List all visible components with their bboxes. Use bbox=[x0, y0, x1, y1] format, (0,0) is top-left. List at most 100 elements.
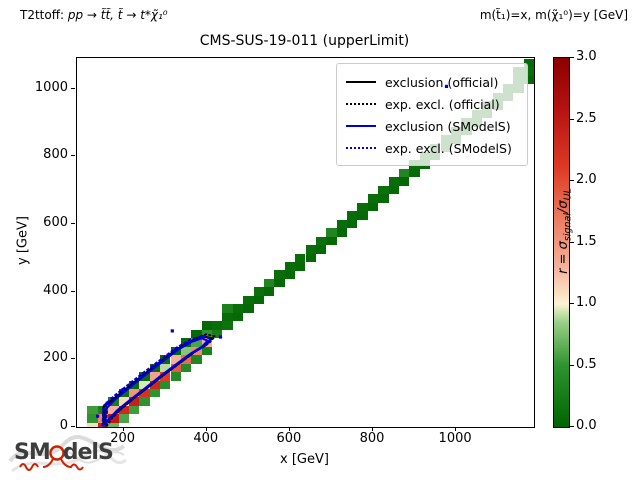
x-tick-label: 400 bbox=[193, 431, 219, 446]
heatmap-cell bbox=[305, 245, 316, 254]
colorbar-tick-label: 3.0 bbox=[576, 49, 597, 64]
heatmap-cell bbox=[201, 321, 212, 330]
heatmap-cell bbox=[305, 253, 316, 262]
heatmap-cell bbox=[378, 185, 389, 195]
heatmap-cell bbox=[212, 329, 223, 339]
heatmap-cell bbox=[347, 211, 358, 220]
heatmap-cell bbox=[274, 270, 285, 279]
heatmap-cell bbox=[160, 372, 171, 381]
process-prefix: T2ttoff: bbox=[20, 8, 68, 22]
heatmap-cell bbox=[315, 245, 327, 254]
heatmap-cell bbox=[108, 414, 119, 423]
y-tick-label: 1000 bbox=[34, 79, 68, 95]
colorbar-tick-label: 1.0 bbox=[576, 295, 597, 310]
x-tick-label: 200 bbox=[110, 431, 136, 446]
heatmap-cell bbox=[388, 185, 399, 195]
colorbar-tick-mark bbox=[570, 57, 574, 58]
heatmap-cell bbox=[87, 405, 98, 415]
heatmap-cell bbox=[232, 312, 244, 322]
legend-line-sample-solid bbox=[346, 81, 376, 83]
colorbar-tick-mark bbox=[570, 118, 574, 120]
logo-red-leg-right bbox=[60, 458, 84, 471]
heatmap-cell bbox=[295, 262, 306, 271]
heatmap-cell bbox=[243, 295, 254, 305]
heatmap-cell bbox=[243, 304, 254, 313]
colorbar-label-mid: /σ bbox=[556, 200, 571, 214]
colorbar-label-sub1: signal bbox=[562, 213, 574, 242]
colorbar-tick-mark bbox=[570, 303, 574, 304]
colorbar-label: r = σsignal/σUL bbox=[556, 161, 574, 301]
legend-label: exp. excl. (SModelS) bbox=[385, 140, 512, 156]
legend-row: exclusion (SModelS) bbox=[346, 115, 518, 137]
colorbar-label-sub2: UL bbox=[562, 188, 574, 201]
process-annotation: T2ttoff: pp → t̃t̃, t̃ → t*χ̃₁⁰ bbox=[20, 8, 168, 22]
heatmap-cell bbox=[87, 422, 98, 427]
heatmap-cell bbox=[222, 312, 233, 322]
logo-text-sm: SM bbox=[14, 440, 51, 465]
heatmap-cell bbox=[180, 346, 192, 356]
x-tick-label: 600 bbox=[276, 431, 302, 446]
smodels-logo: SM delS bbox=[6, 433, 130, 478]
legend-label: exp. excl. (official) bbox=[385, 96, 500, 112]
heatmap-cell bbox=[388, 177, 399, 186]
exp-excl-smodels-marker bbox=[105, 401, 109, 405]
heatmap-cell bbox=[523, 75, 534, 85]
heatmap-cell bbox=[128, 405, 140, 415]
x-tick-label: 1000 bbox=[438, 431, 472, 446]
x-tick-mark bbox=[122, 427, 124, 431]
exp-excl-smodels-marker bbox=[155, 362, 159, 366]
heatmap-cell bbox=[191, 338, 202, 347]
y-tick-label: 800 bbox=[43, 147, 68, 163]
colorbar-tick-mark bbox=[570, 180, 574, 181]
heatmap-cell bbox=[264, 278, 275, 288]
mass-plane-annotation: m(t̃₁)=x, m(χ̃₁⁰)=y [GeV] bbox=[479, 8, 628, 22]
heatmap-cell bbox=[523, 67, 534, 76]
heatmap-cell bbox=[399, 177, 410, 186]
heatmap-cell bbox=[149, 380, 161, 389]
colorbar-tick-mark bbox=[570, 364, 574, 366]
heatmap-cell bbox=[336, 228, 348, 237]
heatmap-cell bbox=[253, 295, 264, 305]
heatmap-cell bbox=[357, 202, 368, 212]
logo-text-dels: delS bbox=[62, 440, 114, 465]
legend: exclusion (official) exp. excl. (official… bbox=[336, 63, 528, 166]
y-tick-mark bbox=[71, 222, 75, 224]
colorbar bbox=[553, 57, 570, 428]
exclusion-contours-layer bbox=[96, 84, 449, 427]
x-tick-mark bbox=[205, 427, 207, 431]
heatmap-cell bbox=[378, 194, 389, 203]
heatmap-cell bbox=[222, 304, 233, 313]
logo-red-wave-left bbox=[19, 463, 39, 471]
x-tick-mark bbox=[455, 427, 457, 431]
legend-line-sample-dotted bbox=[346, 147, 376, 149]
heatmap-cell bbox=[274, 278, 285, 288]
heatmap-cell bbox=[315, 236, 327, 246]
colorbar-tick-mark bbox=[570, 426, 574, 427]
heatmap-cell bbox=[191, 329, 202, 339]
y-tick-label: 600 bbox=[43, 214, 68, 230]
y-tick-label: 400 bbox=[43, 282, 68, 298]
heatmap-cell bbox=[367, 194, 379, 203]
legend-row: exclusion (official) bbox=[346, 71, 518, 93]
heatmap-cell bbox=[367, 202, 379, 212]
heatmap-cell bbox=[232, 304, 244, 313]
logo-red-o bbox=[49, 445, 65, 461]
heatmap-cell bbox=[523, 58, 534, 68]
legend-line-sample-dotted bbox=[346, 103, 376, 105]
heatmap-cell bbox=[160, 363, 171, 372]
y-tick-mark bbox=[71, 426, 75, 427]
heatmap-cell bbox=[326, 228, 337, 237]
heatmap-cell bbox=[149, 388, 161, 398]
heatmap-cell bbox=[284, 270, 296, 279]
colorbar-label-prefix: r = σ bbox=[556, 241, 571, 274]
heatmap-cell bbox=[295, 253, 306, 262]
heatmap-cell bbox=[108, 422, 119, 427]
heatmap-cell bbox=[284, 262, 296, 271]
exp-excl-smodels-marker bbox=[187, 340, 191, 344]
heatmap-cell bbox=[170, 372, 181, 381]
y-axis-label: y [GeV] bbox=[15, 216, 31, 265]
heatmap-cell bbox=[160, 380, 171, 389]
heatmap-cell bbox=[118, 414, 129, 423]
y-tick-mark bbox=[71, 290, 75, 292]
exp-excl-smodels-marker bbox=[172, 350, 176, 354]
